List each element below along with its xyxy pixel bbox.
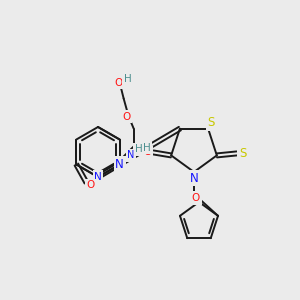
Text: O: O: [192, 193, 200, 203]
Text: S: S: [207, 116, 215, 129]
Text: N: N: [127, 151, 134, 160]
Text: N: N: [94, 172, 102, 182]
Text: H: H: [124, 74, 131, 83]
Text: S: S: [239, 147, 247, 160]
Text: O: O: [115, 77, 123, 88]
Text: H: H: [143, 143, 151, 153]
Text: H: H: [135, 145, 142, 154]
Text: O: O: [143, 147, 151, 158]
Text: N: N: [115, 158, 124, 171]
Text: N: N: [190, 172, 198, 184]
Text: O: O: [122, 112, 131, 122]
Text: O: O: [86, 181, 94, 190]
